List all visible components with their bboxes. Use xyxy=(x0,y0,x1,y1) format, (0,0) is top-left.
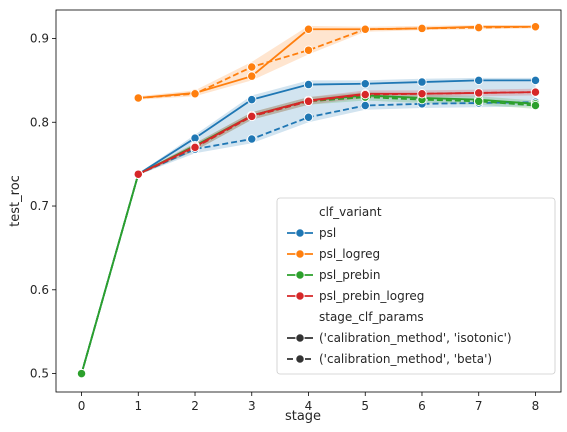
legend-marker-psl_logreg xyxy=(296,250,304,258)
x-tick-label-8: 8 xyxy=(532,399,540,413)
point-psl_logreg-isotonic-2 xyxy=(248,72,256,80)
legend-label-psl_prebin: psl_prebin xyxy=(319,268,380,282)
legend-box xyxy=(277,198,555,374)
x-tick-label-6: 6 xyxy=(418,399,426,413)
point-psl_prebin_logreg-beta-1 xyxy=(191,143,199,151)
point-psl_logreg-beta-4 xyxy=(361,25,369,33)
legend-marker-psl xyxy=(296,229,304,237)
point-psl_logreg-beta-2 xyxy=(248,63,256,71)
legend-label-psl_logreg: psl_logreg xyxy=(319,247,380,261)
point-psl-isotonic-5 xyxy=(361,80,369,88)
point-psl_prebin-beta-0 xyxy=(77,369,85,377)
point-psl_logreg-beta-7 xyxy=(531,23,539,31)
y-axis-label: test_roc xyxy=(8,175,23,227)
point-psl_prebin-beta-8 xyxy=(531,101,539,109)
point-psl-isotonic-8 xyxy=(531,76,539,84)
legend-hue-title: clf_variant xyxy=(319,205,382,219)
legend-style-label-1: ('calibration_method', 'beta') xyxy=(319,352,492,366)
x-axis-label: stage xyxy=(285,409,321,424)
legend-style-label-0: ('calibration_method', 'isotonic') xyxy=(319,331,512,345)
point-psl-isotonic-3 xyxy=(248,95,256,103)
point-psl_prebin_logreg-beta-0 xyxy=(134,170,142,178)
x-tick-label-5: 5 xyxy=(361,399,369,413)
point-psl_prebin_logreg-beta-7 xyxy=(531,88,539,96)
point-psl_prebin_logreg-beta-6 xyxy=(475,89,483,97)
point-psl_logreg-beta-0 xyxy=(134,94,142,102)
x-tick-label-0: 0 xyxy=(78,399,86,413)
x-tick-label-7: 7 xyxy=(475,399,483,413)
point-psl_logreg-isotonic-3 xyxy=(304,25,312,33)
y-tick-label-0: 0.5 xyxy=(30,367,49,381)
y-tick-label-4: 0.9 xyxy=(30,31,49,45)
point-psl_prebin_logreg-beta-5 xyxy=(418,90,426,98)
x-tick-label-2: 2 xyxy=(191,399,199,413)
y-tick-label-3: 0.8 xyxy=(30,115,49,129)
legend-label-psl: psl xyxy=(319,226,336,240)
point-psl_logreg-beta-3 xyxy=(304,46,312,54)
point-psl_prebin_logreg-beta-4 xyxy=(361,90,369,98)
legend-marker-psl_prebin xyxy=(296,271,304,279)
y-tick-label-1: 0.6 xyxy=(30,283,49,297)
legend-style-marker-0 xyxy=(296,334,304,342)
point-psl_logreg-beta-6 xyxy=(475,23,483,31)
legend-label-psl_prebin_logreg: psl_prebin_logreg xyxy=(319,289,424,303)
x-tick-label-3: 3 xyxy=(248,399,256,413)
point-psl_prebin_logreg-beta-2 xyxy=(248,112,256,120)
point-psl_prebin_logreg-beta-3 xyxy=(304,97,312,105)
x-tick-label-1: 1 xyxy=(134,399,142,413)
point-psl-beta-3 xyxy=(248,135,256,143)
point-psl-isotonic-7 xyxy=(475,76,483,84)
point-psl-beta-5 xyxy=(361,101,369,109)
point-psl_logreg-beta-5 xyxy=(418,24,426,32)
point-psl_prebin-beta-7 xyxy=(475,97,483,105)
legend-style-marker-1 xyxy=(296,355,304,363)
point-psl-isotonic-6 xyxy=(418,78,426,86)
legend-style-title: stage_clf_params xyxy=(319,310,424,324)
point-psl-isotonic-4 xyxy=(304,80,312,88)
legend-marker-psl_prebin_logreg xyxy=(296,292,304,300)
point-psl-beta-4 xyxy=(304,113,312,121)
point-psl_logreg-beta-1 xyxy=(191,90,199,98)
y-tick-label-2: 0.7 xyxy=(30,199,49,213)
